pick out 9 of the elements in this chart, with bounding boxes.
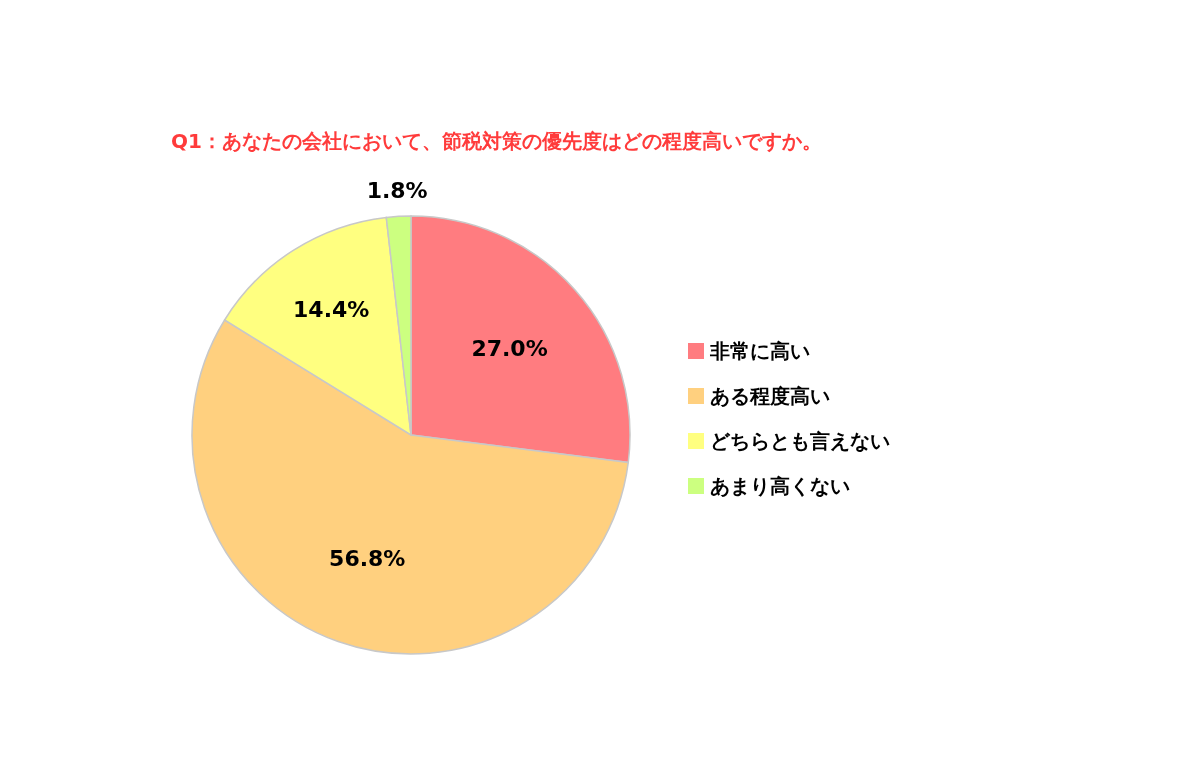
legend-label: 非常に高い — [709, 339, 810, 363]
chart-title: Q1：あなたの会社において、節税対策の優先度はどの程度高いですか。 — [171, 129, 822, 153]
data-label: 14.4% — [293, 296, 370, 322]
data-label: 27.0% — [471, 335, 548, 361]
legend-label: あまり高くない — [710, 474, 850, 498]
legend-label: どちらとも言えない — [710, 429, 890, 453]
data-label: 1.8% — [366, 177, 428, 203]
data-label: 56.8% — [329, 546, 406, 572]
legend-label: ある程度高い — [710, 384, 830, 408]
